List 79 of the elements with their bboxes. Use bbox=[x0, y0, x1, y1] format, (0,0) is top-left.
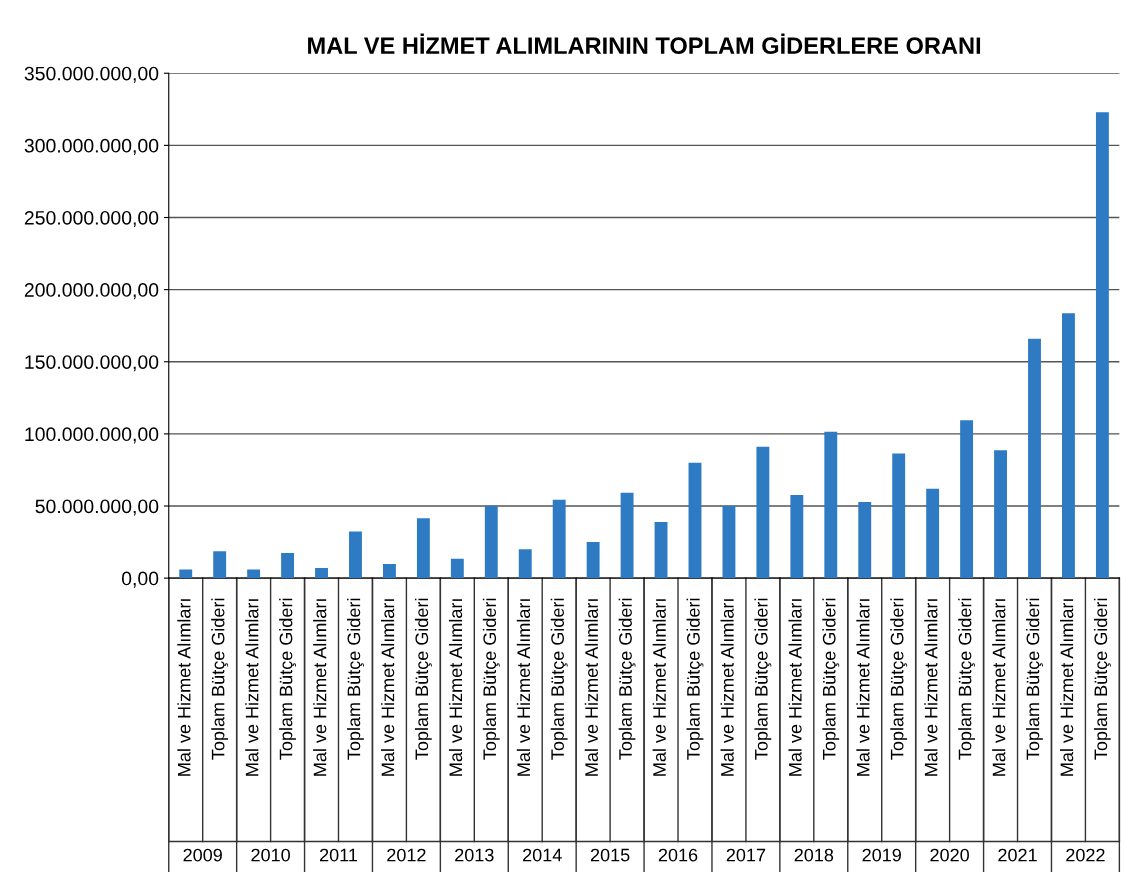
x-tick-label: Toplam Bütçe Gideri bbox=[1093, 598, 1111, 760]
x-tick-label: Toplam Bütçe Gideri bbox=[550, 598, 568, 760]
text: 2012 bbox=[387, 848, 426, 862]
x-tick-label: Toplam Bütçe Gideri bbox=[958, 598, 976, 760]
text: 2013 bbox=[455, 848, 494, 862]
bar bbox=[688, 462, 702, 579]
text: 2019 bbox=[862, 848, 901, 862]
x-tick-label: Mal ve Hizmet Alımları bbox=[788, 599, 802, 776]
bar bbox=[450, 558, 464, 579]
x-tick-label: Toplam Bütçe Gideri bbox=[482, 598, 500, 760]
bar bbox=[382, 564, 396, 579]
x-tick-label: Toplam Bütçe Gideri bbox=[211, 598, 229, 760]
y-tick-label: 300.000.000,00 bbox=[24, 138, 159, 155]
bar bbox=[926, 488, 940, 579]
bar bbox=[281, 552, 295, 579]
text: 2017 bbox=[726, 848, 766, 862]
bar bbox=[213, 551, 227, 579]
bar bbox=[960, 420, 974, 579]
bar bbox=[824, 431, 838, 579]
bar bbox=[892, 453, 906, 579]
bar bbox=[1095, 112, 1109, 579]
text: 2015 bbox=[590, 848, 630, 862]
y-tick-label: 100.000.000,00 bbox=[25, 427, 159, 444]
x-tick-label: Mal ve Hizmet Alımları bbox=[381, 599, 395, 776]
x-tick-label: Mal ve Hizmet Alımları bbox=[177, 599, 191, 776]
x-tick-label: Mal ve Hizmet Alımları bbox=[584, 599, 598, 776]
x-tick-label: Toplam Bütçe Gideri bbox=[890, 598, 908, 760]
bar bbox=[1028, 338, 1041, 579]
bar bbox=[756, 446, 770, 579]
y-tick-label: 50.000.000,00 bbox=[35, 499, 159, 516]
y-tick-label: 0,00 bbox=[121, 571, 159, 588]
x-tick-label: Mal ve Hizmet Alımları bbox=[720, 599, 734, 776]
bar bbox=[620, 492, 634, 579]
x-tick-label: Mal ve Hizmet Alımları bbox=[924, 599, 938, 776]
text: 2022 bbox=[1066, 848, 1105, 862]
x-tick-label: Toplam Bütçe Gideri bbox=[754, 598, 772, 760]
bar bbox=[722, 506, 736, 579]
y-tick-label: 350.000.000,00 bbox=[24, 66, 159, 83]
text: 2016 bbox=[658, 848, 698, 862]
x-tick-label: Toplam Bütçe Gideri bbox=[347, 598, 364, 760]
text: 2010 bbox=[251, 848, 290, 862]
bar bbox=[790, 495, 804, 579]
x-tick-label: Toplam Bütçe Gideri bbox=[414, 598, 432, 760]
x-tick-label: Mal ve Hizmet Alımları bbox=[652, 599, 666, 776]
bar bbox=[315, 567, 328, 579]
bar bbox=[552, 499, 566, 579]
x-tick-label: Mal ve Hizmet Alımları bbox=[1060, 599, 1074, 776]
text: 2009 bbox=[183, 848, 222, 862]
bar bbox=[349, 531, 362, 579]
x-tick-label: Mal ve Hizmet Alımları bbox=[245, 599, 259, 776]
text: 2018 bbox=[794, 848, 834, 862]
x-tick-label: Mal ve Hizmet Alımları bbox=[313, 599, 327, 776]
bar bbox=[247, 569, 261, 579]
bar bbox=[654, 522, 668, 579]
bar bbox=[518, 549, 532, 579]
x-tick-label: Mal ve Hizmet Alımları bbox=[516, 599, 531, 776]
x-tick-label: Toplam Bütçe Gideri bbox=[686, 598, 704, 760]
y-tick-label: 250.000.000,00 bbox=[24, 210, 159, 228]
y-tick-label: 200.000.000,00 bbox=[24, 283, 159, 300]
text: 2014 bbox=[523, 848, 562, 862]
bar bbox=[416, 518, 430, 579]
bar bbox=[179, 569, 193, 579]
bar bbox=[858, 501, 872, 579]
x-tick-label: Mal ve Hizmet Alımları bbox=[448, 599, 463, 776]
text: 2021 bbox=[998, 848, 1037, 862]
x-tick-label: Toplam Bütçe Gideri bbox=[618, 598, 636, 760]
y-tick-label: 150.000.000,00 bbox=[25, 355, 159, 372]
x-tick-label: Toplam Bütçe Gideri bbox=[279, 598, 297, 760]
x-tick-label: Toplam Bütçe Gideri bbox=[1026, 598, 1043, 760]
chart-title: MAL VE HİZMET ALIMLARININ TOPLAM GİDERLERE ORANI bbox=[308, 33, 981, 55]
bar bbox=[1062, 313, 1075, 579]
text: 2020 bbox=[930, 848, 969, 862]
bar bbox=[484, 505, 498, 579]
bar bbox=[994, 450, 1007, 579]
x-tick-label: Toplam Bütçe Gideri bbox=[822, 598, 840, 760]
x-tick-label: Mal ve Hizmet Alımları bbox=[992, 599, 1006, 776]
bar bbox=[586, 542, 600, 579]
x-tick-label: Mal ve Hizmet Alımları bbox=[856, 599, 870, 776]
text: 2011 bbox=[320, 848, 358, 862]
